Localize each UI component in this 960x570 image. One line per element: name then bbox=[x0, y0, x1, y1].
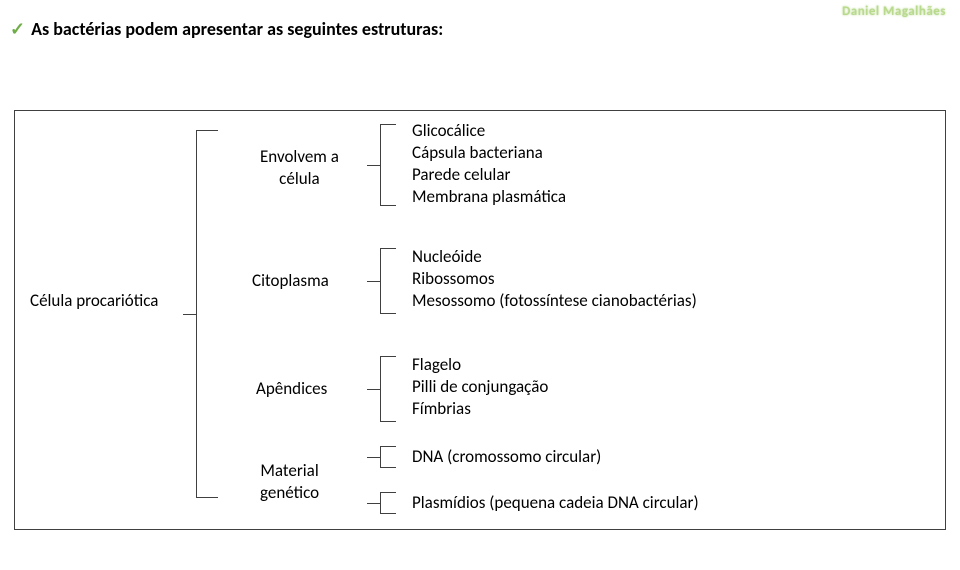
item-plasmidios: Plasmídios (pequena cadeia DNA circular) bbox=[412, 492, 699, 513]
page-title: ✓ As bactérias podem apresentar as seguin… bbox=[10, 18, 443, 40]
bracket-citoplasma bbox=[380, 248, 396, 314]
item-pilli: Pilli de conjungação bbox=[412, 376, 548, 397]
cat1-line2: célula bbox=[279, 168, 320, 189]
bracket-material-a bbox=[380, 446, 396, 468]
bracket-tick bbox=[367, 503, 381, 504]
bracket-tick bbox=[367, 457, 381, 458]
item-mesossomo: Mesossomo (fotossíntese cianobactérias) bbox=[412, 290, 697, 311]
bracket-tick bbox=[367, 389, 381, 390]
cat4-line2: genético bbox=[260, 482, 319, 503]
title-text: As bactérias podem apresentar as seguint… bbox=[31, 18, 443, 40]
item-membrana: Membrana plasmática bbox=[412, 186, 566, 207]
item-flagelo: Flagelo bbox=[412, 354, 461, 375]
check-icon: ✓ bbox=[10, 18, 25, 40]
cat1-line1: Envolvem a bbox=[260, 146, 339, 167]
category-apendices: Apêndices bbox=[256, 378, 327, 400]
category-citoplasma: Citoplasma bbox=[252, 270, 329, 292]
item-glicocalice: Glicocálice bbox=[412, 120, 485, 141]
cat4-line1: Material bbox=[260, 460, 318, 481]
item-nucleoide: Nucleóide bbox=[412, 246, 482, 267]
root-bracket bbox=[196, 130, 218, 498]
bracket-tick bbox=[183, 314, 197, 315]
category-envolvem: Envolvem a célula bbox=[260, 146, 339, 190]
bracket-material-b bbox=[380, 492, 396, 514]
bracket-tick bbox=[367, 165, 381, 166]
item-ribossomos: Ribossomos bbox=[412, 268, 495, 289]
bracket-envolvem bbox=[380, 124, 396, 206]
root-label: Célula procariótica bbox=[30, 290, 158, 312]
bracket-apendices bbox=[380, 356, 396, 422]
item-capsula: Cápsula bacteriana bbox=[412, 142, 543, 163]
category-material-genetico: Material genético bbox=[260, 460, 319, 504]
item-dna: DNA (cromossomo circular) bbox=[412, 446, 601, 467]
bracket-tick bbox=[367, 281, 381, 282]
item-fimbrias: Fímbrias bbox=[412, 398, 471, 419]
watermark: Daniel Magalhães bbox=[842, 4, 946, 19]
item-parede: Parede celular bbox=[412, 164, 510, 185]
